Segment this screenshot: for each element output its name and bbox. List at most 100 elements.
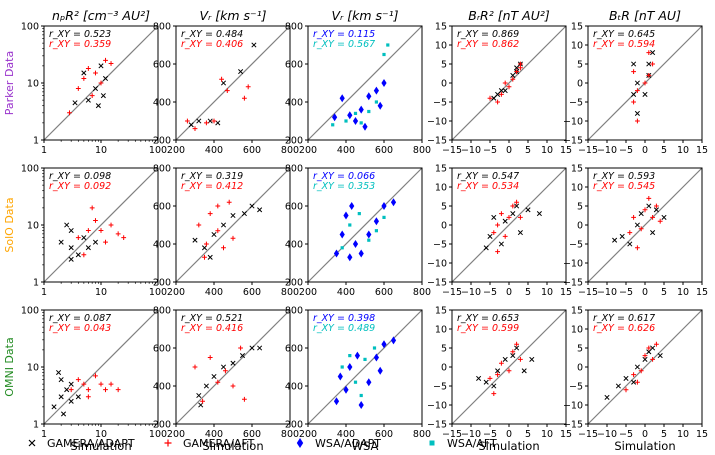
- correlation-label: r_XY = 0.862: [457, 39, 519, 50]
- y-tick-label: −10: [563, 258, 583, 269]
- y-tick-label: 0: [441, 220, 447, 231]
- panel-frame: [175, 309, 291, 425]
- row-labels: Parker Data SolO Data OMNI Data: [3, 51, 16, 397]
- y-tick-label: 15: [435, 163, 447, 174]
- y-tick-label: 800: [153, 21, 171, 32]
- identity-line: [43, 309, 159, 425]
- data-point: [93, 218, 98, 223]
- data-point: [98, 80, 104, 86]
- x-tick-label: −5: [483, 145, 497, 156]
- correlation-label: r_XY = 0.599: [457, 323, 519, 334]
- y-tick-label: 15: [571, 163, 583, 174]
- x-axis-label: Simulation: [614, 439, 675, 453]
- data-points: [631, 50, 656, 124]
- data-point: [536, 211, 542, 217]
- data-point: [85, 97, 91, 103]
- data-point: [657, 353, 663, 359]
- data-point: [635, 379, 640, 385]
- x-tick-label: −10: [597, 287, 617, 298]
- data-point: [207, 211, 213, 216]
- x-tick-label: 15: [560, 429, 572, 440]
- y-tick-label: 0: [441, 362, 447, 373]
- correlation-label: r_XY = 0.398: [313, 313, 375, 324]
- correlation-label: r_XY = 0.043: [49, 323, 111, 334]
- y-tick-label: −15: [427, 135, 447, 146]
- data-point: [257, 207, 263, 213]
- data-point: [359, 121, 363, 125]
- data-point: [102, 75, 109, 82]
- data-point: [495, 368, 501, 374]
- data-point: [631, 69, 636, 74]
- data-point: [510, 72, 516, 78]
- correlation-label: r_XY = 0.092: [49, 181, 111, 192]
- data-point: [358, 249, 364, 258]
- correlation-label: r_XY = 0.645: [593, 29, 655, 40]
- data-point: [381, 340, 387, 349]
- legend-label: GAMERA/AFT: [183, 437, 255, 450]
- data-point: [487, 95, 493, 101]
- x-tick-label: 600: [243, 287, 261, 298]
- data-point: [249, 345, 255, 351]
- data-point: [347, 111, 353, 120]
- panel-frame: [307, 25, 423, 141]
- data-point: [358, 105, 364, 114]
- y-tick-label: 15: [571, 21, 583, 32]
- data-point: [192, 237, 198, 243]
- data-point: [348, 223, 352, 227]
- x-tick-label: 400: [337, 145, 355, 156]
- x-tick-label: 800: [413, 429, 431, 440]
- legend-marker-diamond-icon: [296, 438, 304, 448]
- y-tick-label: −10: [427, 400, 447, 411]
- data-point: [502, 356, 508, 362]
- data-point: [249, 203, 255, 209]
- data-point: [95, 103, 101, 109]
- x-tick-label: 200: [167, 429, 185, 440]
- data-point: [108, 222, 114, 228]
- legend-item: WSA/AFT: [429, 437, 497, 450]
- data-point: [634, 222, 640, 228]
- data-point: [349, 202, 355, 210]
- data-point: [483, 379, 489, 385]
- data-point: [631, 99, 636, 105]
- data-point: [502, 218, 508, 224]
- legend-label: WSA/AFT: [447, 437, 497, 450]
- data-points: [192, 199, 263, 260]
- x-tick-label: 0: [642, 287, 648, 298]
- identity-line: [587, 167, 703, 283]
- y-tick-label: −15: [427, 277, 447, 288]
- correlation-label: r_XY = 0.087: [49, 313, 111, 324]
- data-point: [81, 235, 87, 241]
- data-points: [58, 205, 127, 262]
- correlation-label: r_XY = 0.523: [49, 29, 111, 40]
- data-point: [55, 369, 62, 376]
- data-point: [502, 80, 508, 86]
- legend-marker-plus-icon: [164, 439, 172, 447]
- data-point: [238, 345, 243, 351]
- x-tick-label: 800: [413, 287, 431, 298]
- column-title: BₜR [nT AU]: [609, 8, 681, 23]
- correlation-label: r_XY = 0.416: [181, 323, 243, 334]
- x-tick-label: −5: [619, 145, 633, 156]
- x-tick-label: −10: [461, 287, 481, 298]
- data-point: [491, 230, 497, 235]
- x-tick-label: −15: [578, 429, 598, 440]
- data-point: [204, 120, 209, 126]
- data-point: [642, 80, 648, 86]
- data-point: [215, 203, 221, 209]
- x-tick-label: 400: [205, 287, 223, 298]
- data-point: [188, 122, 194, 128]
- data-point: [650, 215, 655, 220]
- data-point: [93, 70, 98, 76]
- data-point: [476, 375, 482, 381]
- data-point: [612, 237, 618, 243]
- x-tick-label: 100: [149, 287, 167, 298]
- y-tick-label: 800: [285, 21, 303, 32]
- correlation-label: r_XY = 0.545: [593, 181, 655, 192]
- data-point: [506, 215, 512, 220]
- y-tick-label: 10: [435, 182, 447, 193]
- data-point: [85, 387, 91, 393]
- data-point: [382, 215, 386, 219]
